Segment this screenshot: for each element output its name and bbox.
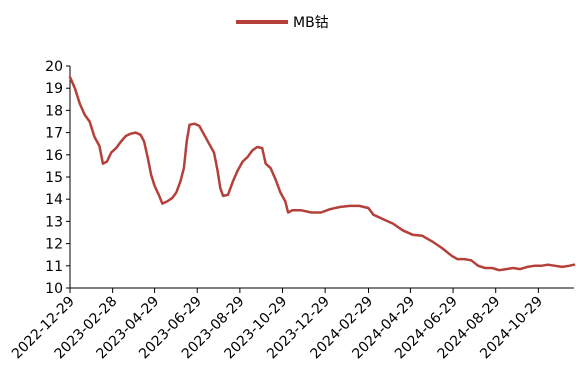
y-tick-label: 15 [45, 170, 63, 186]
y-axis: 10 11 12 13 14 15 16 17 18 19 20 [45, 59, 71, 297]
y-tick-label: 11 [45, 259, 63, 275]
legend: MB钴 [236, 15, 329, 31]
y-tick-label: 18 [45, 103, 63, 119]
series-line [68, 75, 576, 272]
y-tick-label: 20 [45, 59, 63, 75]
x-axis: 2022-12-292023-02-282023-04-292023-06-29… [9, 287, 574, 362]
y-tick-label: 16 [45, 148, 63, 164]
y-tick-label: 12 [45, 237, 63, 253]
y-tick-label: 14 [45, 192, 63, 208]
y-tick-label: 17 [45, 126, 63, 142]
y-tick-label: 13 [45, 214, 63, 230]
legend-label: MB钴 [293, 15, 329, 31]
y-tick-label: 19 [45, 81, 63, 97]
y-tick-label: 10 [45, 281, 63, 297]
